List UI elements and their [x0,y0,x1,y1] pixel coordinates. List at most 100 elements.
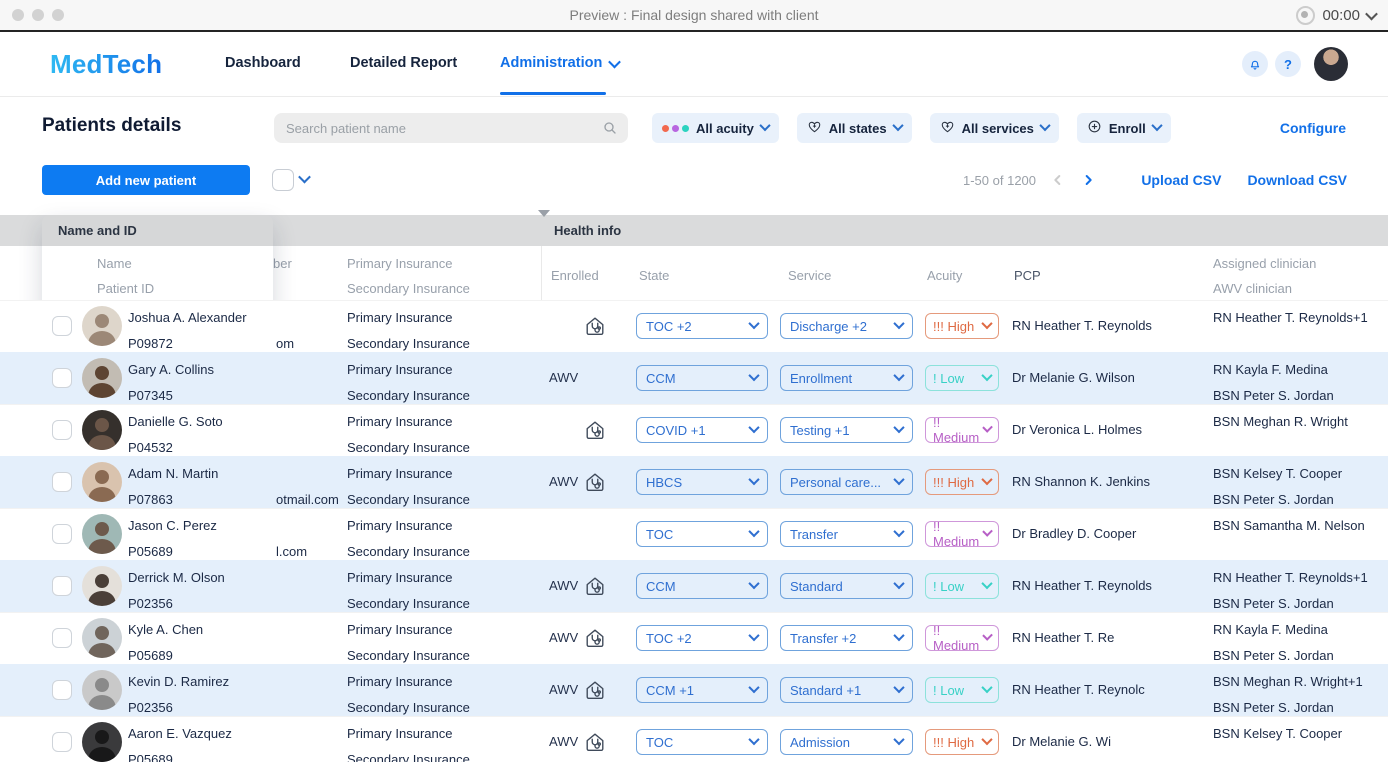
acuity-dropdown[interactable]: !!! High [925,729,999,755]
secondary-insurance-link[interactable]: Secondary Insurance [347,596,470,611]
pcp-name: RN Heather T. Reynolds [1012,318,1152,333]
primary-insurance-link[interactable]: Primary Insurance [347,310,453,325]
state-dropdown[interactable]: TOC +2 [636,625,768,651]
primary-insurance-link[interactable]: Primary Insurance [347,570,453,585]
row-checkbox[interactable] [52,680,72,700]
filter-chip-enroll[interactable]: Enroll [1076,113,1171,143]
service-dropdown[interactable]: Standard +1 [780,677,913,703]
acuity-dropdown[interactable]: ! Low [925,573,999,599]
secondary-insurance-link[interactable]: Secondary Insurance [347,492,470,507]
window-controls [12,9,64,21]
configure-link[interactable]: Configure [1279,120,1346,136]
filter-chip-all-acuity[interactable]: All acuity [652,113,779,143]
search-input[interactable] [274,120,602,136]
pcp-name: RN Heather T. Reynolc [1012,682,1145,697]
acuity-dropdown[interactable]: !!! High [925,469,999,495]
column-awv-clinician: AWV clinician [1213,281,1292,296]
secondary-insurance-link[interactable]: Secondary Insurance [347,544,470,559]
primary-insurance-link[interactable]: Primary Insurance [347,466,453,481]
secondary-insurance-link[interactable]: Secondary Insurance [347,440,470,455]
service-dropdown[interactable]: Admission [780,729,913,755]
acuity-dropdown[interactable]: ! Low [925,677,999,703]
row-checkbox[interactable] [52,628,72,648]
state-dropdown[interactable]: TOC +2 [636,313,768,339]
service-dropdown[interactable]: Testing +1 [780,417,913,443]
row-checkbox[interactable] [52,576,72,596]
patient-avatar [82,670,122,710]
service-value: Enrollment [790,370,853,386]
state-dropdown[interactable]: CCM [636,365,768,391]
secondary-insurance-link[interactable]: Secondary Insurance [347,336,470,351]
acuity-dropdown[interactable]: !! Medium [925,415,999,445]
select-all-chevron-icon[interactable] [298,170,311,184]
service-dropdown[interactable]: Standard [780,573,913,599]
row-checkbox[interactable] [52,472,72,492]
primary-insurance-link[interactable]: Primary Insurance [347,674,453,689]
secondary-insurance-link[interactable]: Secondary Insurance [347,388,470,403]
notifications-button[interactable] [1242,51,1268,77]
column-name-and-id-header[interactable]: Name and ID [42,215,273,246]
service-dropdown[interactable]: Discharge +2 [780,313,913,339]
window-zoom-button[interactable] [52,9,64,21]
primary-insurance-link[interactable]: Primary Insurance [347,622,453,637]
filter-chip-all-states[interactable]: All states [796,113,912,143]
chevron-down-icon[interactable] [1365,7,1378,20]
state-dropdown[interactable]: COVID +1 [636,417,768,443]
home-health-icon [584,419,606,441]
nav-dashboard[interactable]: Dashboard [225,55,301,71]
primary-insurance-link[interactable]: Primary Insurance [347,726,453,741]
patient-name: Jason C. Perez [128,518,217,533]
secondary-insurance-link[interactable]: Secondary Insurance [347,700,470,715]
heart-plus-icon [940,120,955,137]
secondary-insurance-link[interactable]: Secondary Insurance [347,752,470,762]
acuity-dots-icon [662,124,689,132]
user-avatar[interactable] [1314,47,1348,81]
service-dropdown[interactable]: Enrollment [780,365,913,391]
patient-name: Danielle G. Soto [128,414,223,429]
primary-insurance-link[interactable]: Primary Insurance [347,518,453,533]
state-dropdown[interactable]: TOC [636,729,768,755]
upload-csv-link[interactable]: Upload CSV [1141,172,1222,188]
state-dropdown[interactable]: CCM +1 [636,677,768,703]
csv-actions: Upload CSV Download CSV [1141,172,1347,188]
service-dropdown[interactable]: Transfer [780,521,913,547]
chevron-down-icon [893,577,905,589]
acuity-dropdown[interactable]: !!! High [925,313,999,339]
state-dropdown[interactable]: CCM [636,573,768,599]
email-tail: otmail.com [276,492,339,507]
row-checkbox[interactable] [52,524,72,544]
select-all-checkbox[interactable] [272,169,294,191]
state-dropdown[interactable]: TOC [636,521,768,547]
nav-detailed-report[interactable]: Detailed Report [350,55,458,71]
window-minimize-button[interactable] [32,9,44,21]
previous-page-button[interactable] [1050,172,1066,188]
email-tail: om [276,336,295,351]
window-close-button[interactable] [12,9,24,21]
nav-administration[interactable]: Administration [500,55,622,71]
primary-insurance-link[interactable]: Primary Insurance [347,362,453,377]
row-checkbox[interactable] [52,316,72,336]
table-row: Kevin D. Ramirez P02356 Primary Insurance S… [0,664,1388,716]
filter-chip-all-services[interactable]: All services [929,113,1059,143]
pcp-name: RN Heather T. Reynolds [1012,578,1152,593]
table-row: Kyle A. Chen P05689 Primary Insurance Secon… [0,612,1388,664]
acuity-dropdown[interactable]: !! Medium [925,623,999,653]
acuity-dropdown[interactable]: !! Medium [925,519,999,549]
download-csv-link[interactable]: Download CSV [1247,172,1347,188]
row-checkbox[interactable] [52,732,72,752]
chevron-down-icon [748,473,760,485]
heart-plus-icon [807,120,822,137]
acuity-dropdown[interactable]: ! Low [925,365,999,391]
help-button[interactable]: ? [1275,51,1301,77]
chevron-down-icon [748,733,760,745]
acuity-value: ! Low [933,682,965,698]
service-dropdown[interactable]: Personal care... [780,469,913,495]
next-page-button[interactable] [1080,172,1096,188]
primary-insurance-link[interactable]: Primary Insurance [347,414,453,429]
row-checkbox[interactable] [52,420,72,440]
state-dropdown[interactable]: HBCS [636,469,768,495]
row-checkbox[interactable] [52,368,72,388]
service-dropdown[interactable]: Transfer +2 [780,625,913,651]
add-new-patient-button[interactable]: Add new patient [42,165,250,195]
secondary-insurance-link[interactable]: Secondary Insurance [347,648,470,663]
